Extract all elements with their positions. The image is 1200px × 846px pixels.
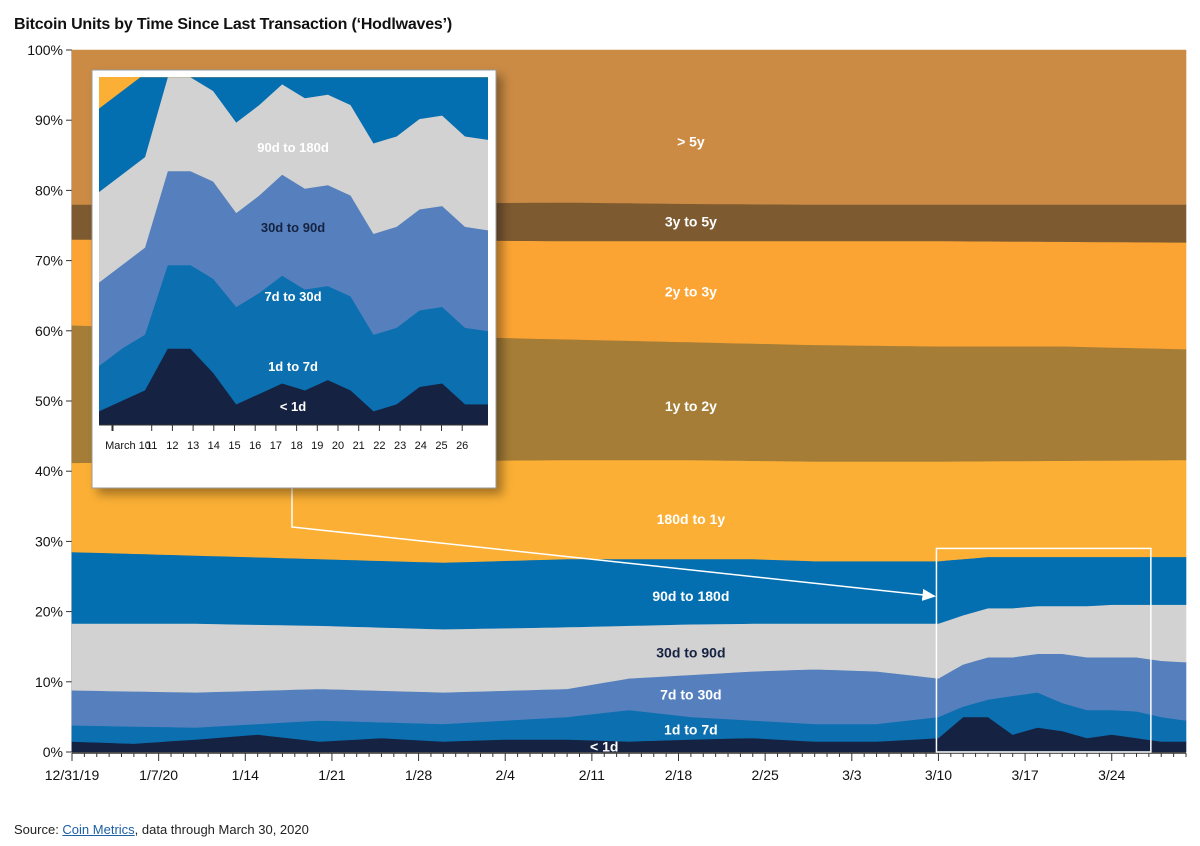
y-tick-label: 10% <box>35 674 63 690</box>
y-tick-label: 0% <box>43 744 63 760</box>
x-axis: 12/31/19 1/7/20 1/14 1/21 1/28 2/4 2/11 2/18 2/2… <box>45 752 1187 783</box>
x-tick-label: 3/17 <box>1011 767 1038 783</box>
y-tick-label: 70% <box>35 253 63 269</box>
y-tick-label: 40% <box>35 463 63 479</box>
band-label: 1d to 7d <box>664 722 718 738</box>
chart-title: Bitcoin Units by Time Since Last Transac… <box>14 16 452 33</box>
x-tick-label: 2/4 <box>495 767 515 783</box>
y-tick-label: 90% <box>35 112 63 128</box>
inset-x-tick-label: 20 <box>332 440 344 452</box>
y-tick-label: 100% <box>27 42 63 58</box>
x-tick-label: 3/10 <box>925 767 952 783</box>
inset-x-tick-label: 25 <box>435 440 447 452</box>
band-label: 1y to 2y <box>665 398 717 414</box>
inset-x-tick-label: 23 <box>394 440 406 452</box>
y-tick-label: 60% <box>35 323 63 339</box>
inset-x-tick-label: 13 <box>187 440 199 452</box>
x-tick-label: 3/3 <box>842 767 862 783</box>
inset-x-tick-label: 14 <box>208 440 220 452</box>
inset-x-tick-label: 21 <box>353 440 365 452</box>
inset-x-tick-label: 12 <box>166 440 178 452</box>
inset-band-label: 90d to 180d <box>257 140 329 155</box>
y-tick-label: 80% <box>35 182 63 198</box>
inset-x-tick-label: 11 <box>146 440 157 452</box>
band-label: 2y to 3y <box>665 283 717 299</box>
band-label: 180d to 1y <box>657 511 726 527</box>
inset-band-label: 30d to 90d <box>261 220 325 235</box>
inset-band-label: 1d to 7d <box>268 359 318 374</box>
band-label: 3y to 5y <box>665 213 717 229</box>
inset-x-tick-label: March 10 <box>105 440 151 452</box>
inset-x-tick-label: 26 <box>456 440 468 452</box>
zoom-box <box>935 547 1152 753</box>
inset-band <box>99 77 488 193</box>
inset-band-label: < 1d <box>280 399 306 414</box>
x-tick-label: 1/7/20 <box>139 767 178 783</box>
inset-x-tick-label: 22 <box>373 440 385 452</box>
source-prefix: Source: <box>14 822 63 837</box>
x-tick-label: 2/11 <box>579 767 605 783</box>
y-axis: 0% 10% 20% 30% 40% 50% 60% 70% 80% 90% 100% <box>27 42 73 760</box>
source-note: Source: Coin Metrics, data through March… <box>14 822 309 837</box>
band-label: 30d to 90d <box>656 644 725 660</box>
band-label: 7d to 30d <box>660 686 721 702</box>
inset-x-tick-label: 24 <box>415 440 427 452</box>
x-tick-label: 2/25 <box>752 767 779 783</box>
inset-x-tick-label: 17 <box>270 440 282 452</box>
inset-x-tick-label: 18 <box>290 440 302 452</box>
source-suffix: , data through March 30, 2020 <box>134 822 309 837</box>
x-tick-label: 2/18 <box>665 767 692 783</box>
x-tick-label: 1/14 <box>232 767 259 783</box>
x-tick-label: 1/21 <box>318 767 345 783</box>
x-tick-label: 3/24 <box>1098 767 1125 783</box>
x-tick-label: 12/31/19 <box>45 767 100 783</box>
inset-x-tick-label: 19 <box>311 440 323 452</box>
source-link[interactable]: Coin Metrics <box>62 822 135 837</box>
band-label: < 1d <box>590 738 618 754</box>
band-label: 90d to 180d <box>652 588 729 604</box>
band-label: > 5y <box>677 133 705 149</box>
y-tick-label: 30% <box>35 533 63 549</box>
inset-bands <box>99 77 488 425</box>
band-labels: < 1d 1d to 7d 7d to 30d 30d to 90d 90d to 18… <box>590 133 729 754</box>
y-tick-label: 50% <box>35 393 63 409</box>
y-tick-label: 20% <box>35 604 63 620</box>
x-tick-label: 1/28 <box>405 767 432 783</box>
inset-band-label: 7d to 30d <box>264 289 321 304</box>
inset-chart: 90d to 180d 30d to 90d 7d to 30d 1d to 7d < … <box>91 69 497 489</box>
inset-x-tick-label: 16 <box>249 440 261 452</box>
inset-x-tick-label: 15 <box>228 440 240 452</box>
